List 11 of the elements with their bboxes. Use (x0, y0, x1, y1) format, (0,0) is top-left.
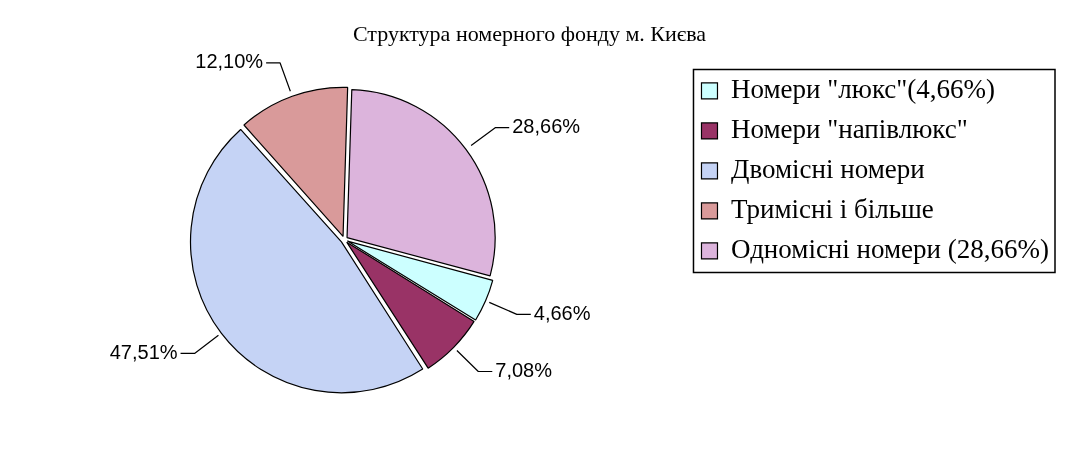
legend-label: Номери "люкс"(4,66%) (730, 73, 996, 104)
legend-label: Тримісні і більше (730, 193, 934, 224)
data-label: 28,66% (512, 115, 581, 138)
data-label: 47,51% (109, 340, 178, 363)
data-label: 12,10% (195, 50, 264, 73)
data-label: 4,66% (533, 301, 591, 324)
chart-title: Структура номерного фонду м. Києва (352, 20, 707, 46)
data-label: 7,08% (495, 359, 553, 382)
legend-label: Номери "напівлюкс" (730, 113, 968, 144)
legend-label: Одномісні номери (28,66%) (730, 233, 1049, 264)
legend-label: Двомісні номери (730, 153, 925, 184)
